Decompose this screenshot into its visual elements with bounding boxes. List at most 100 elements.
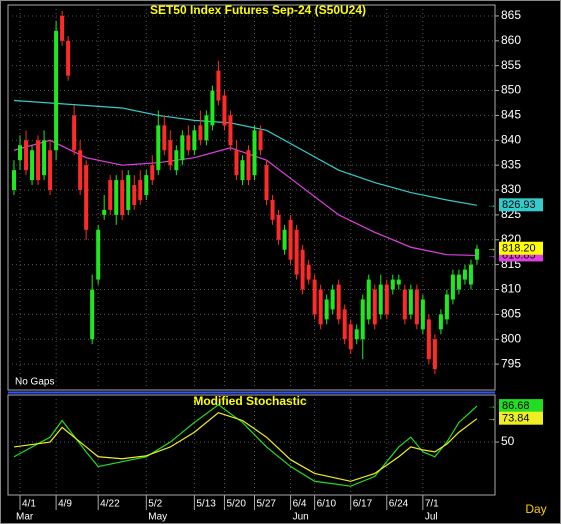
- candle-body: [402, 289, 407, 320]
- candle-body: [396, 279, 401, 285]
- line: [13, 404, 478, 487]
- candle-body: [462, 269, 467, 280]
- x-tick-label: 6/24: [389, 499, 409, 510]
- candle-body: [372, 289, 377, 325]
- candle-body: [360, 299, 365, 340]
- candle-body: [210, 90, 215, 126]
- candle-body: [246, 150, 251, 181]
- x-tick-label: 4/22: [100, 499, 120, 510]
- candle-body: [150, 165, 155, 181]
- sub-title: Modified Stochastic: [193, 394, 307, 408]
- candle-body: [336, 284, 341, 320]
- candle-body: [132, 185, 137, 205]
- candle-body: [192, 130, 197, 151]
- value-label: 818.20: [502, 243, 536, 255]
- x-tick-label: 6/10: [317, 499, 337, 510]
- x-axis-label: Day: [525, 502, 546, 516]
- y-tick-label: 865: [501, 8, 521, 22]
- candle-body: [144, 175, 149, 196]
- sub-panel: [7, 394, 496, 496]
- x-tick-label: 5/13: [196, 499, 216, 510]
- annotation: No Gaps: [15, 377, 54, 388]
- value-label-box: [499, 399, 543, 413]
- x-tick-label: 6/17: [353, 499, 373, 510]
- candle-body: [378, 284, 383, 315]
- y-tick-label: 835: [501, 157, 521, 171]
- candle-body: [300, 249, 305, 290]
- candle-body: [348, 324, 353, 350]
- y-tick-label: 50: [501, 434, 515, 448]
- candle-body: [288, 219, 293, 260]
- candle-body: [474, 248, 479, 260]
- x-tick-label: 5/2: [148, 499, 162, 510]
- candle-body: [12, 170, 17, 191]
- month-label: Mar: [16, 512, 34, 523]
- candle-body: [234, 150, 239, 176]
- candle-body: [276, 214, 281, 240]
- candle-body: [96, 229, 101, 280]
- candle-body: [438, 314, 443, 330]
- candle-body: [48, 150, 53, 191]
- candle-body: [174, 150, 179, 171]
- line: [13, 99, 478, 206]
- candle-body: [258, 130, 263, 151]
- candle-body: [306, 264, 311, 280]
- y-tick-label: 805: [501, 307, 521, 321]
- x-tick-label: 4/1: [22, 499, 36, 510]
- value-arrow: →: [487, 250, 496, 260]
- value-label: 826.93: [502, 199, 536, 211]
- candle-body: [468, 264, 473, 285]
- y-tick-label: 855: [501, 58, 521, 72]
- candle-body: [120, 180, 125, 215]
- candle-body: [390, 279, 395, 290]
- candle-body: [444, 294, 449, 320]
- x-tick-label: 5/20: [226, 499, 246, 510]
- candle-body: [108, 180, 113, 210]
- value-arrow: →: [487, 413, 496, 423]
- candle-body: [252, 130, 257, 176]
- candle-body: [324, 299, 329, 320]
- candle-body: [114, 180, 119, 215]
- candle-body: [264, 165, 269, 200]
- candle-body: [426, 319, 431, 360]
- value-label-box: [499, 241, 543, 255]
- candle-body: [204, 115, 209, 141]
- candle-body: [294, 229, 299, 275]
- y-tick-label: 860: [501, 33, 521, 47]
- candle-body: [456, 274, 461, 290]
- x-tick-label: 6/4: [293, 499, 307, 510]
- candle-body: [156, 125, 161, 171]
- y-tick-label: 830: [501, 182, 521, 196]
- value-label-box: [499, 198, 543, 212]
- y-tick-label: 850: [501, 83, 521, 97]
- y-tick-label: 840: [501, 132, 521, 146]
- value-label: 86.68: [502, 400, 530, 412]
- candle-body: [168, 140, 173, 166]
- candle-body: [450, 274, 455, 300]
- candle-body: [186, 135, 191, 151]
- candle-body: [318, 289, 323, 325]
- chart-title: SET50 Index Futures Sep-24 (S50U24): [150, 3, 366, 17]
- candle-body: [354, 329, 359, 340]
- candle-body: [54, 30, 59, 151]
- candle-body: [408, 289, 413, 315]
- candle-body: [162, 125, 167, 151]
- value-label-box: [499, 411, 543, 425]
- month-label: Jul: [425, 512, 438, 523]
- candle-body: [66, 40, 71, 76]
- candle-body: [60, 15, 65, 41]
- candle-body: [30, 150, 35, 181]
- candle-body: [72, 115, 77, 151]
- x-tick-label: 5/27: [257, 499, 277, 510]
- value-arrow: →: [487, 400, 496, 410]
- candle-body: [270, 199, 275, 220]
- y-tick-label: 795: [501, 356, 521, 370]
- candle-body: [84, 165, 89, 230]
- value-label: 73.84: [502, 413, 530, 425]
- candle-body: [420, 299, 425, 330]
- x-tick-label: 4/9: [58, 499, 72, 510]
- candle-body: [342, 309, 347, 340]
- candle-body: [138, 180, 143, 200]
